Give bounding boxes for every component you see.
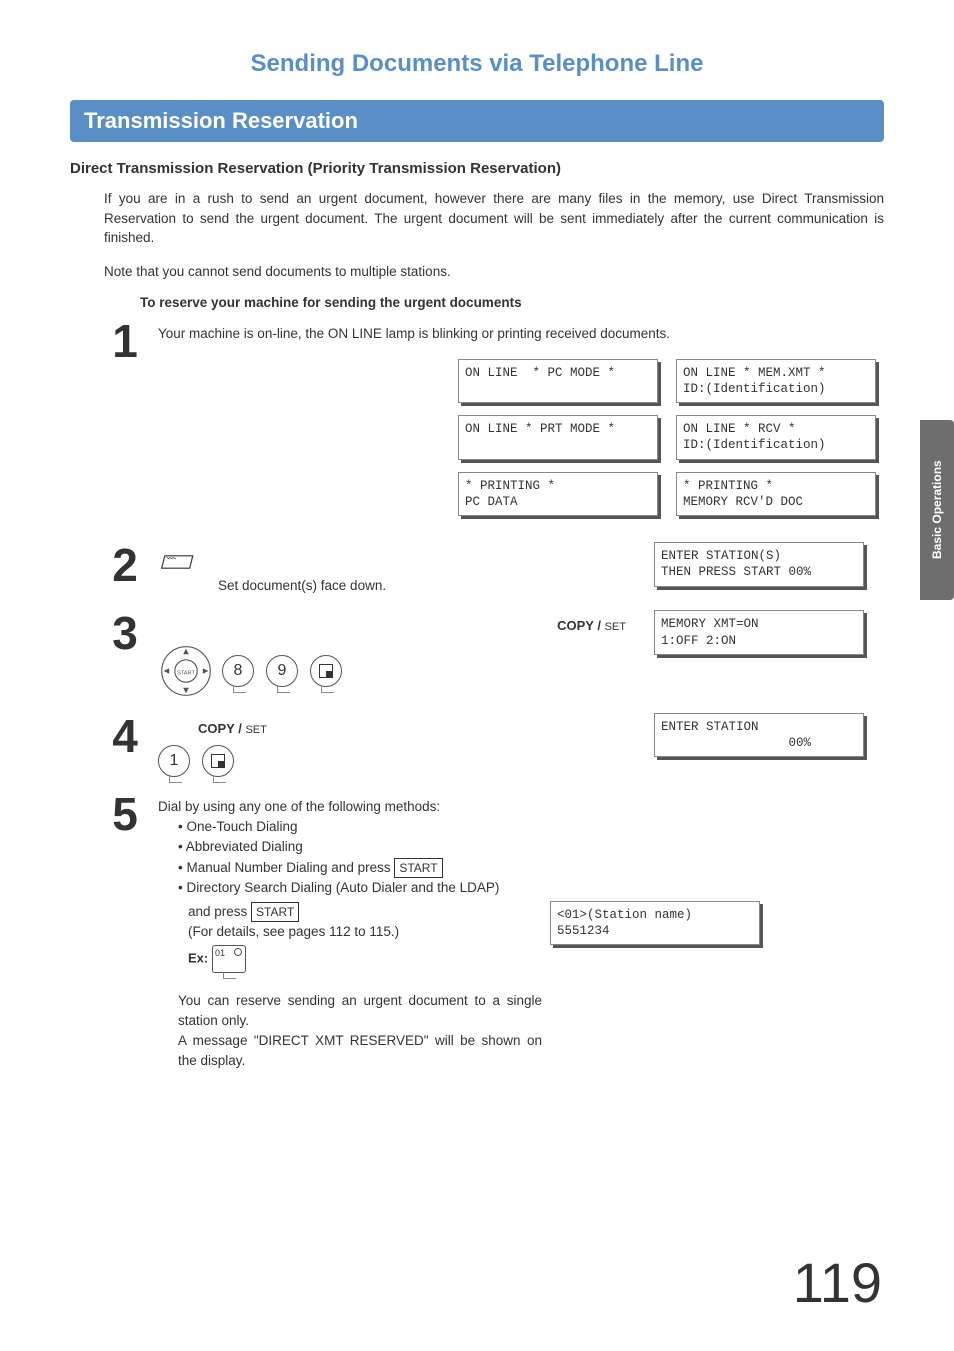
list-item: • Directory Search Dialing (Auto Dialer … (178, 878, 542, 898)
step-4: 4 COPY / SET 1 ENTER STATION 00% (100, 713, 884, 777)
step-1: 1 Your machine is on-line, the ON LINE l… (100, 318, 884, 528)
keypad-8: 8 (222, 655, 254, 687)
sub-heading: Direct Transmission Reservation (Priorit… (70, 160, 884, 177)
step-number: 5 (100, 791, 150, 837)
lcd-display: MEMORY XMT=ON 1:OFF 2:ON (654, 610, 864, 655)
procedure-heading: To reserve your machine for sending the … (140, 295, 884, 310)
set-key (310, 655, 342, 687)
step-number: 4 (100, 713, 150, 759)
start-key-label: START (394, 858, 442, 878)
side-tab: Basic Operations (920, 420, 954, 600)
lcd-display: ON LINE * PRT MODE * (458, 415, 658, 460)
list-item: • Abbreviated Dialing (178, 837, 542, 857)
step-number: 3 (100, 610, 150, 656)
step-2-caption: Set document(s) face down. (218, 576, 646, 596)
copy-set-label: COPY / SET (557, 616, 626, 636)
step-5-note-2: A message "DIRECT XMT RESERVED" will be … (178, 1031, 542, 1072)
and-press-line: and press START (188, 902, 542, 922)
sub-banner: Transmission Reservation (70, 100, 884, 142)
copy-set-label: COPY / SET (198, 719, 267, 739)
step-number: 2 (100, 542, 150, 588)
list-item: • Manual Number Dialing and press START (178, 858, 542, 878)
example-label: Ex: (188, 950, 208, 965)
step-3: 3 COPY / SET START 8 9 (100, 610, 884, 698)
document-facedown-icon (158, 548, 198, 576)
lcd-display: ENTER STATION(S) THEN PRESS START 00% (654, 542, 864, 587)
intro-paragraph-2: Note that you cannot send documents to m… (104, 262, 884, 282)
step-number: 1 (100, 318, 150, 364)
page-number: 119 (793, 1250, 882, 1315)
step-2: 2 Set document(s) face down. ENTER STATI… (100, 542, 884, 596)
start-key-label: START (251, 902, 299, 922)
list-item: • One-Touch Dialing (178, 817, 542, 837)
lcd-display: * PRINTING * MEMORY RCV'D DOC (676, 472, 876, 517)
keypad-1: 1 (158, 745, 190, 777)
svg-text:START: START (177, 670, 195, 676)
step-1-text: Your machine is on-line, the ON LINE lam… (158, 324, 876, 344)
step-5: 5 Dial by using any one of the following… (100, 791, 884, 1072)
lcd-display: ON LINE * RCV * ID:(Identification) (676, 415, 876, 460)
onetouch-key-icon: 01 (212, 945, 246, 973)
step-5-note-1: You can reserve sending an urgent docume… (178, 991, 542, 1032)
lcd-display: <01>(Station name) 5551234 (550, 901, 760, 946)
detail-ref: (For details, see pages 112 to 115.) (188, 922, 542, 942)
lcd-display: ENTER STATION 00% (654, 713, 864, 758)
intro-paragraph-1: If you are in a rush to send an urgent d… (104, 189, 884, 248)
set-key (202, 745, 234, 777)
navigation-wheel-icon: START (158, 643, 214, 699)
keypad-9: 9 (266, 655, 298, 687)
section-title: Sending Documents via Telephone Line (70, 50, 884, 78)
step-5-intro: Dial by using any one of the following m… (158, 797, 542, 817)
lcd-display: * PRINTING * PC DATA (458, 472, 658, 517)
lcd-display: ON LINE * MEM.XMT * ID:(Identification) (676, 359, 876, 404)
lcd-display: ON LINE * PC MODE * (458, 359, 658, 404)
